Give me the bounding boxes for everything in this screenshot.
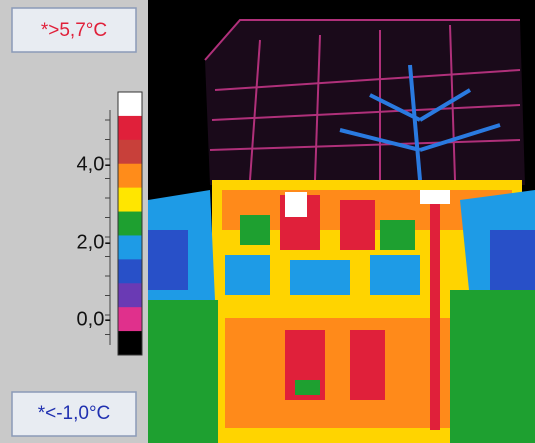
scale-color (118, 163, 142, 189)
scale-color (118, 259, 142, 284)
min-box (11, 391, 137, 437)
tick-label: 2,0- (77, 231, 111, 253)
scale-color (118, 307, 142, 332)
max-label: *>5,7°C (41, 20, 107, 41)
color-scale (117, 91, 143, 356)
scale-color (118, 187, 142, 213)
scale-color (118, 115, 142, 141)
scale-color (118, 211, 142, 236)
scale-color (118, 92, 142, 117)
tick-label: 0,0- (77, 308, 111, 330)
thermal-image (148, 0, 535, 443)
scale-frame (117, 91, 143, 356)
scale-color (118, 331, 142, 356)
scale-ticks: 4,0- 2,0- 0,0- (77, 110, 111, 345)
min-label: *<-1,0°C (38, 403, 111, 424)
tick-label: 4,0- (77, 153, 111, 175)
scale-color (118, 283, 142, 308)
max-box (11, 7, 137, 53)
scale-color (118, 235, 142, 260)
scale-color (118, 139, 142, 165)
